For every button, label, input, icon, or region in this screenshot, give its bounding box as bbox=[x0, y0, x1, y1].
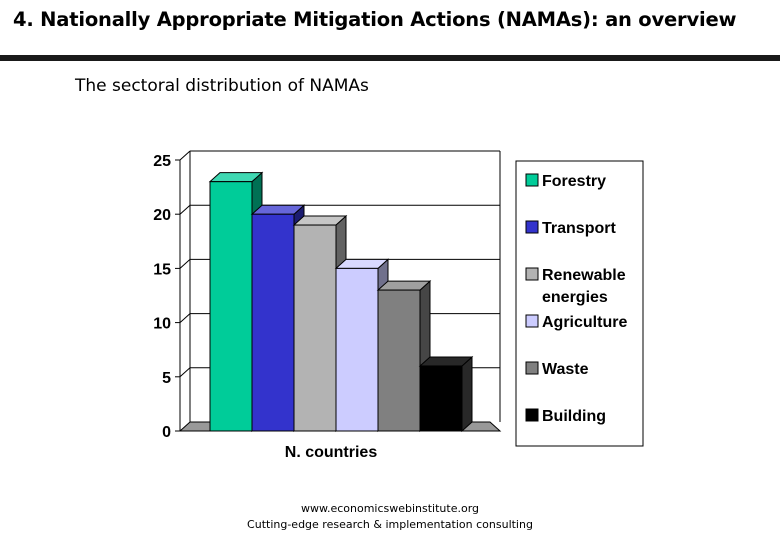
y-tick-label: 15 bbox=[153, 261, 171, 278]
legend-label: Renewable bbox=[542, 267, 626, 284]
legend-label: Agriculture bbox=[542, 314, 627, 331]
gridline-connector bbox=[179, 313, 191, 323]
legend-swatch bbox=[525, 173, 539, 187]
bar-front-face bbox=[377, 289, 421, 432]
x-axis-label: N. countries bbox=[285, 444, 378, 461]
bar-top-face bbox=[418, 356, 474, 367]
footer-url: www.economicswebinstitute.org bbox=[300, 502, 480, 515]
bar-front-face bbox=[293, 224, 337, 432]
gridline-connector bbox=[179, 150, 191, 161]
y-tick-label: 5 bbox=[162, 370, 171, 387]
legend-swatch bbox=[525, 267, 539, 281]
bar-building bbox=[418, 355, 474, 433]
bar-waste bbox=[376, 279, 432, 433]
legend-item-building: Building bbox=[525, 408, 606, 425]
bar-front-face bbox=[335, 267, 379, 432]
legend-label: Forestry bbox=[542, 173, 606, 190]
legend-box bbox=[515, 160, 644, 447]
legend-item-forestry: Forestry bbox=[525, 173, 606, 190]
y-tick-label: 10 bbox=[153, 316, 171, 333]
gridline-connector bbox=[179, 204, 191, 215]
legend-item-agriculture: Agriculture bbox=[525, 314, 627, 331]
legend-swatch bbox=[525, 361, 539, 375]
title-divider bbox=[0, 55, 780, 61]
legend-swatch bbox=[525, 408, 539, 422]
y-tick-label: 0 bbox=[162, 424, 171, 441]
footer-tagline: Cutting-edge research & implementation c… bbox=[247, 518, 533, 531]
legend-item-waste: Waste bbox=[525, 361, 589, 378]
gridline-connector bbox=[179, 367, 191, 378]
bar-top-face bbox=[334, 258, 390, 269]
bar-front-face bbox=[209, 181, 253, 432]
legend-label: energies bbox=[542, 289, 608, 306]
bar-top-face bbox=[208, 172, 264, 183]
legend-swatch bbox=[525, 314, 539, 328]
y-tick-label: 20 bbox=[153, 207, 171, 224]
legend-swatch bbox=[525, 220, 539, 234]
gridline-connector bbox=[179, 259, 191, 269]
slide-title: 4. Nationally Appropriate Mitigation Act… bbox=[13, 8, 737, 31]
legend-item-transport: Transport bbox=[525, 220, 616, 237]
legend-label: Building bbox=[542, 408, 606, 425]
bar-top-face bbox=[292, 215, 348, 226]
y-tick-label: 25 bbox=[153, 153, 171, 170]
bar-top-face bbox=[250, 204, 306, 215]
legend-item-renewable-energies: Renewable energies bbox=[525, 267, 626, 306]
bar-top-face bbox=[376, 280, 432, 291]
bar-side-face bbox=[461, 355, 473, 433]
bar-front-face bbox=[251, 213, 295, 432]
bar-front-face bbox=[419, 365, 463, 432]
chart-subtitle: The sectoral distribution of NAMAs bbox=[75, 76, 369, 96]
legend-label: Waste bbox=[542, 361, 589, 378]
legend-label: Transport bbox=[542, 220, 616, 237]
